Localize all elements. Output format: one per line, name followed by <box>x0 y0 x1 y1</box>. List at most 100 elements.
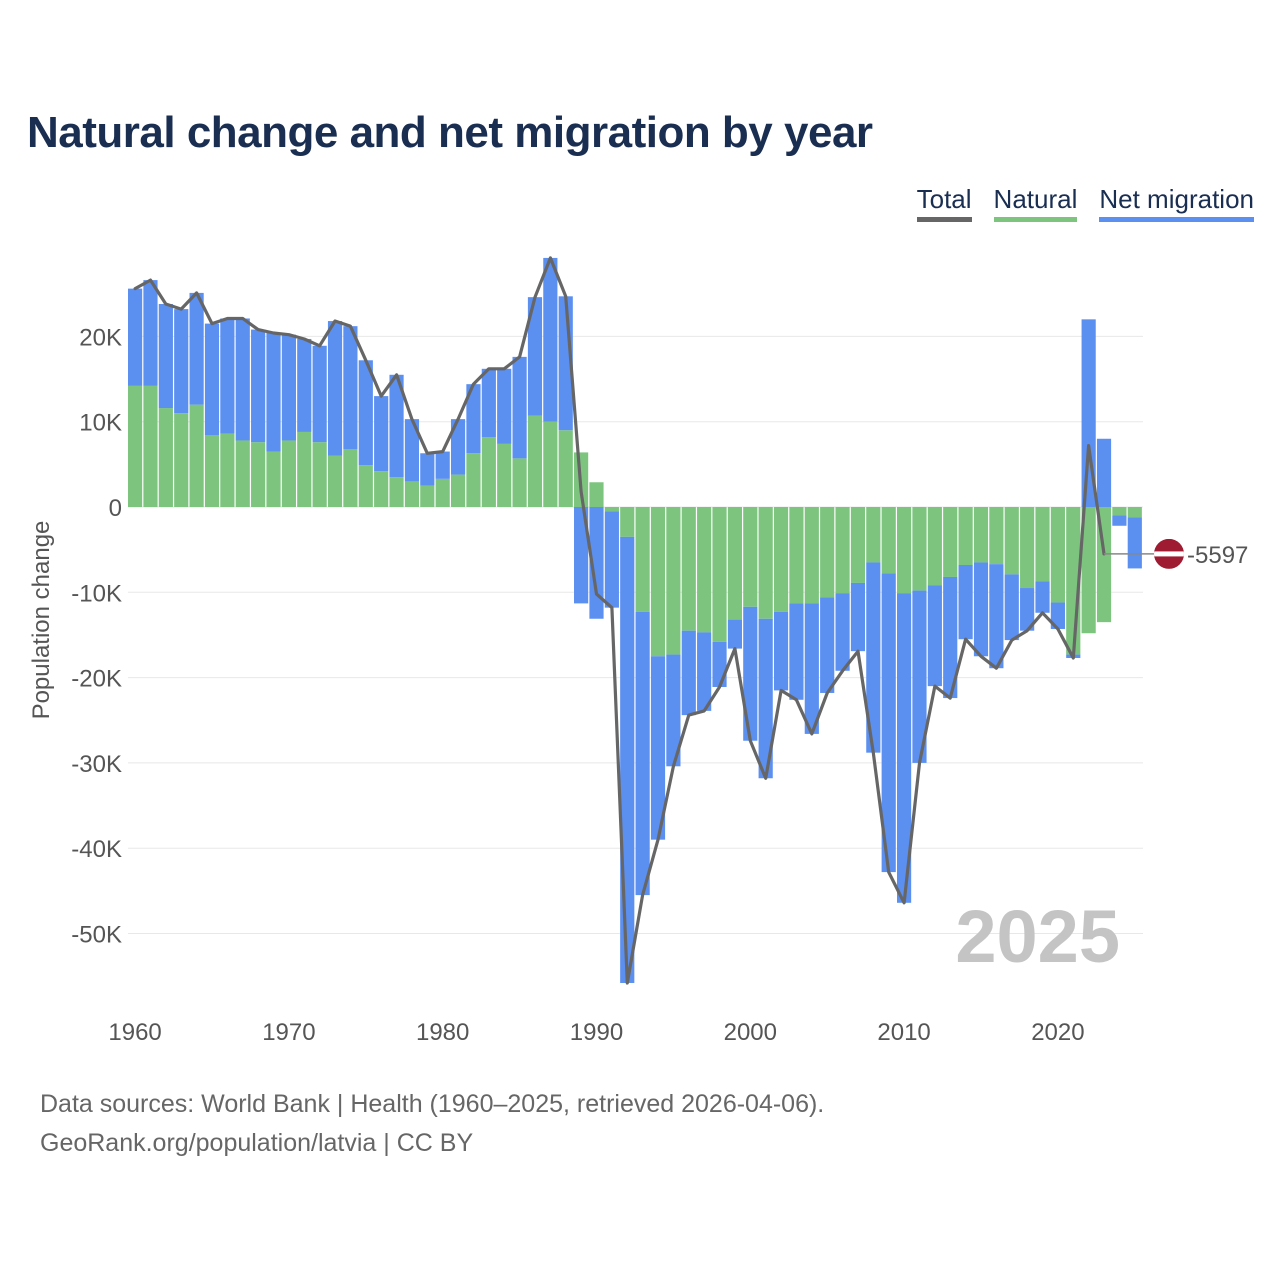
bars <box>128 257 1142 983</box>
bar-net-migration <box>620 536 635 983</box>
bar-natural <box>943 507 958 577</box>
y-tick-label: -40K <box>71 836 122 863</box>
bar-net-migration <box>1004 574 1019 641</box>
bar-natural <box>235 440 250 507</box>
bar-net-migration <box>235 318 250 441</box>
bar-natural <box>128 385 143 507</box>
bar-net-migration <box>1020 588 1035 631</box>
x-tick-label: 2010 <box>877 1019 930 1046</box>
bar-net-migration <box>327 321 343 456</box>
bar-net-migration <box>1035 581 1050 613</box>
bar-net-migration <box>297 338 312 432</box>
bar-net-migration <box>450 419 466 475</box>
x-tick-label: 1990 <box>570 1019 623 1046</box>
bar-net-migration <box>358 360 373 466</box>
bar-net-migration <box>435 451 450 479</box>
flag-stripe-white <box>1154 551 1184 557</box>
y-tick-label: 20K <box>79 324 122 351</box>
bar-natural <box>712 507 727 642</box>
bar-net-migration <box>973 562 989 657</box>
bar-net-migration <box>574 507 589 604</box>
bar-natural <box>220 433 235 507</box>
bar-natural <box>650 507 666 657</box>
bar-natural <box>404 481 420 507</box>
bar-natural <box>558 430 573 507</box>
bar-net-migration <box>681 630 696 716</box>
bar-natural <box>174 413 189 507</box>
legend-natural[interactable]: Natural <box>993 184 1078 222</box>
bar-natural <box>820 507 835 598</box>
bar-natural <box>251 442 266 507</box>
bar-net-migration <box>266 332 281 452</box>
bar-net-migration <box>835 593 850 671</box>
bar-natural <box>450 474 466 507</box>
footer-sources: Data sources: World Bank | Health (1960–… <box>40 1090 825 1118</box>
bar-natural <box>297 431 312 507</box>
bar-net-migration <box>850 582 866 652</box>
bar-natural <box>374 471 389 507</box>
bar-net-migration <box>773 611 789 691</box>
bar-net-migration <box>220 318 235 434</box>
bar-natural <box>881 507 896 574</box>
bar-net-migration <box>404 419 420 482</box>
bar-net-migration <box>820 597 835 693</box>
bar-natural <box>1127 507 1142 518</box>
bar-natural <box>143 385 158 507</box>
bar-net-migration <box>1050 602 1065 629</box>
bar-natural <box>358 465 373 507</box>
bar-net-migration <box>143 280 158 386</box>
y-tick-label: -30K <box>71 751 122 778</box>
bar-natural <box>727 507 742 620</box>
x-tick-label: 1960 <box>108 1019 161 1046</box>
bar-natural <box>620 507 635 537</box>
y-tick-label: -50K <box>71 922 122 949</box>
bar-natural <box>835 507 850 594</box>
bar-natural <box>1081 507 1096 634</box>
x-tick-label: 2000 <box>724 1019 777 1046</box>
axes: 20K 10K 0 -10K -20K -30K -40K -50K 1960 1970 1980 1… <box>71 324 1084 1046</box>
legend-total[interactable]: Total <box>916 184 972 222</box>
bar-net-migration <box>204 323 220 436</box>
bar-natural <box>497 443 512 507</box>
bar-natural <box>927 507 942 586</box>
bar-net-migration <box>420 453 435 486</box>
bar-net-migration <box>666 654 681 767</box>
bar-net-migration <box>789 603 804 700</box>
bar-net-migration <box>189 292 204 405</box>
bar-net-migration <box>543 257 558 422</box>
bar-natural <box>327 455 343 507</box>
legend-net-migration[interactable]: Net migration <box>1099 184 1254 222</box>
bar-natural <box>789 507 804 604</box>
bar-net-migration <box>158 303 173 409</box>
bar-natural <box>343 448 358 507</box>
bar-natural <box>1050 507 1065 603</box>
bar-net-migration <box>650 656 666 840</box>
legend: Total Natural Net migration <box>916 184 1254 222</box>
bar-net-migration <box>804 603 819 734</box>
callout: -5597 <box>1104 538 1248 569</box>
y-tick-label: -20K <box>71 666 122 693</box>
bar-natural <box>973 507 989 563</box>
bar-net-migration <box>697 632 712 711</box>
bar-natural <box>666 507 681 655</box>
bar-net-migration <box>1127 517 1142 569</box>
bar-net-migration <box>897 593 912 903</box>
bar-natural <box>773 507 789 612</box>
bar-net-migration <box>635 611 650 896</box>
flag-stripes <box>1154 538 1184 569</box>
bar-natural <box>1020 507 1035 589</box>
bar-natural <box>1112 507 1127 516</box>
callout-value: -5597 <box>1187 542 1248 569</box>
bar-net-migration <box>527 297 543 416</box>
bar-natural <box>804 507 819 604</box>
bar-natural <box>481 437 496 507</box>
y-tick-label: -10K <box>71 580 122 607</box>
bar-net-migration <box>497 368 512 444</box>
footer-attribution[interactable]: GeoRank.org/population/latvia | CC BY <box>40 1129 474 1157</box>
bar-net-migration <box>374 396 389 472</box>
bar-net-migration <box>312 345 327 443</box>
bar-natural <box>989 507 1004 565</box>
y-tick-label: 10K <box>79 410 122 437</box>
bar-net-migration <box>512 356 527 459</box>
